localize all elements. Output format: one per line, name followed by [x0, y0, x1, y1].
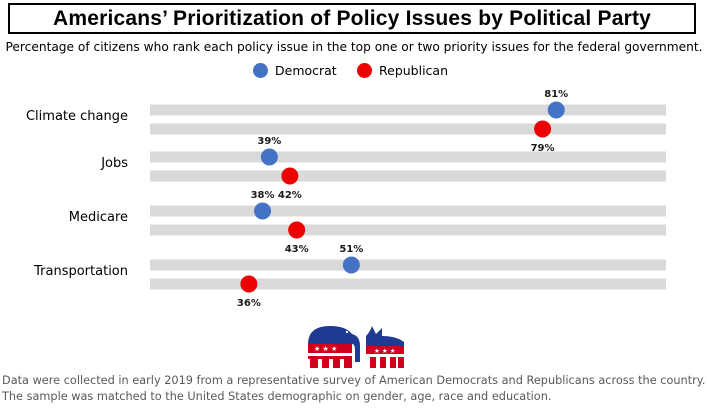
legend-item-republican[interactable]: Republican: [357, 63, 448, 78]
dot-transportation-republican: [240, 275, 258, 293]
category-label-climate-change: Climate change: [26, 109, 128, 124]
category-label-medicare: Medicare: [69, 210, 128, 225]
chart-title: Americans’ Prioritization of Policy Issu…: [52, 6, 652, 30]
party-animals-icon: ★ ★ ★ ★ ★ ★: [308, 326, 404, 368]
dot-medicare-democrat: [254, 202, 272, 220]
value-label-medicare-democrat: 38%: [251, 190, 275, 201]
donkey-icon: ★ ★ ★: [366, 326, 404, 368]
category-label-jobs: Jobs: [100, 156, 128, 171]
track-jobs-republican: [150, 170, 666, 182]
track-transportation-republican: [150, 278, 666, 290]
value-label-jobs-republican: 42%: [278, 190, 302, 201]
dot-medicare-republican: [288, 221, 306, 239]
dot-jobs-republican: [281, 167, 299, 185]
footnote: Data were collected in early 2019 from a…: [2, 373, 708, 404]
category-label-transportation: Transportation: [33, 264, 128, 279]
legend-dot-democrat: [253, 63, 268, 78]
svg-text:★ ★ ★: ★ ★ ★: [314, 345, 337, 353]
track-transportation-democrat: [150, 259, 666, 271]
legend-label-democrat: Democrat: [275, 63, 337, 78]
track-medicare-democrat: [150, 205, 666, 217]
legend: Democrat Republican: [0, 63, 708, 83]
svg-text:★ ★ ★: ★ ★ ★: [374, 347, 396, 355]
dot-climate-change-republican: [534, 120, 552, 138]
value-label-climate-change-republican: 79%: [531, 143, 555, 154]
track-jobs-democrat: [150, 151, 666, 163]
dot-climate-change-democrat: [547, 101, 565, 119]
track-climate-change-democrat: [150, 104, 666, 116]
dot-transportation-democrat: [342, 256, 360, 274]
dot-jobs-democrat: [260, 148, 278, 166]
value-label-jobs-democrat: 39%: [257, 136, 281, 147]
value-label-transportation-democrat: 51%: [339, 244, 363, 255]
elephant-icon: ★ ★ ★: [308, 326, 360, 368]
value-label-medicare-republican: 43%: [285, 244, 309, 255]
title-box: Americans’ Prioritization of Policy Issu…: [8, 3, 696, 34]
track-medicare-republican: [150, 224, 666, 236]
dot-chart: Climate change 81% 79% Jobs 39% 42% Medicare 38…: [26, 89, 666, 309]
legend-label-republican: Republican: [379, 63, 449, 78]
track-climate-change-republican: [150, 123, 666, 135]
chart-subtitle: Percentage of citizens who rank each pol…: [5, 40, 703, 54]
footnote-line-2: The sample was matched to the United Sta…: [2, 389, 552, 403]
legend-dot-republican: [357, 63, 372, 78]
legend-item-democrat[interactable]: Democrat: [253, 63, 337, 78]
value-label-climate-change-democrat: 81%: [544, 89, 568, 100]
footnote-line-1: Data were collected in early 2019 from a…: [2, 374, 706, 387]
value-label-transportation-republican: 36%: [237, 298, 261, 309]
